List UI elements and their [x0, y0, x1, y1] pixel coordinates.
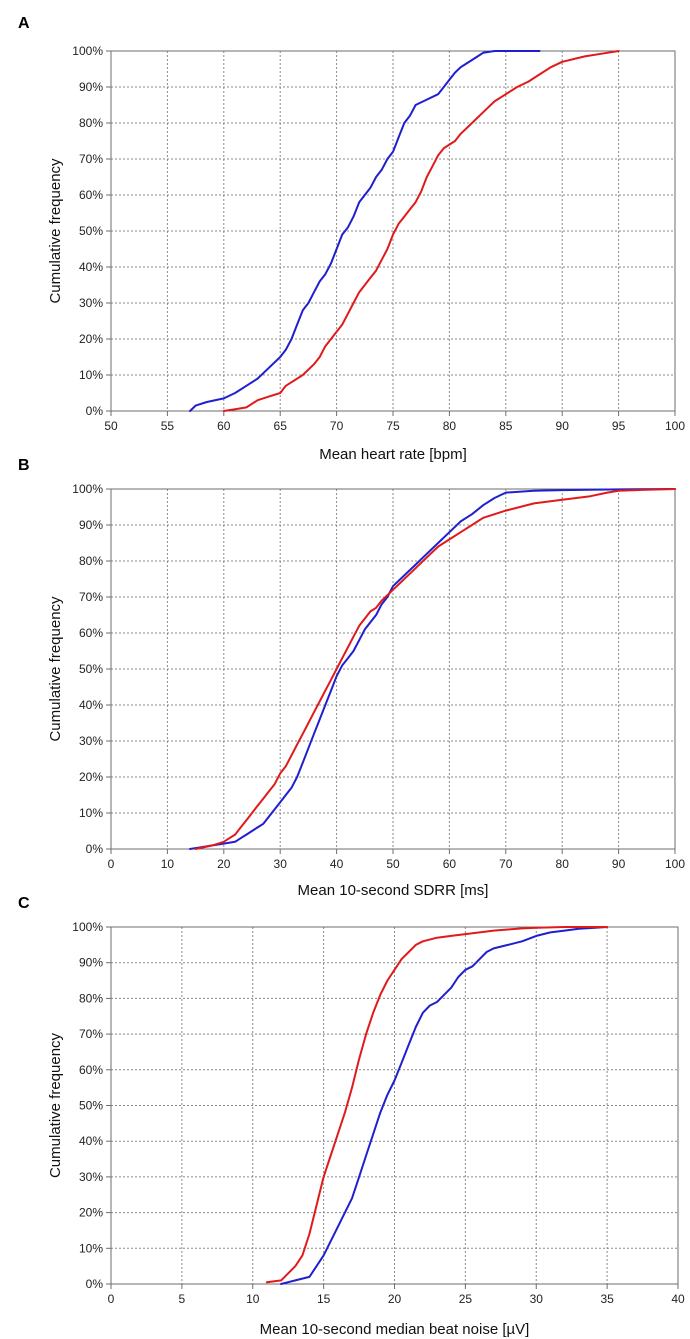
- y-axis-label: Cumulative frequency: [47, 158, 64, 304]
- y-tick-label: 10%: [79, 1241, 103, 1255]
- chart-panel-b: B 0 10 20 30 40 50 60 70 80 90 100 0% 10% 20% 30% 40% 50%…: [18, 457, 685, 899]
- y-tick-label: 60%: [79, 1063, 103, 1077]
- series-line-red: [265, 926, 609, 1284]
- y-tick-label: 50%: [79, 662, 103, 676]
- y-tick-label: 70%: [79, 152, 103, 166]
- x-tick-label: 55: [161, 419, 175, 433]
- series-line-blue: [189, 488, 676, 850]
- series-line-blue: [189, 50, 541, 412]
- x-tick-label: 90: [556, 419, 570, 433]
- x-tick-label: 15: [317, 1292, 331, 1306]
- y-tick-label: 100%: [72, 44, 103, 58]
- y-tick-label: 10%: [79, 368, 103, 382]
- y-tick-label: 30%: [79, 296, 103, 310]
- x-tick-label: 70: [330, 419, 344, 433]
- y-tick-label: 0%: [86, 842, 104, 856]
- y-tick-label: 90%: [79, 956, 103, 970]
- panel-letter: A: [18, 15, 30, 32]
- y-tick-label: 50%: [79, 1099, 103, 1113]
- x-tick-label: 40: [330, 857, 344, 871]
- y-tick-label: 50%: [79, 224, 103, 238]
- x-tick-label: 85: [499, 419, 513, 433]
- x-tick-label: 95: [612, 419, 626, 433]
- x-tick-label: 65: [274, 419, 288, 433]
- y-axis-label: Cumulative frequency: [47, 1032, 64, 1178]
- y-tick-label: 40%: [79, 1134, 103, 1148]
- y-tick-label: 70%: [79, 590, 103, 604]
- y-tick-label: 80%: [79, 991, 103, 1005]
- x-axis-label: Mean 10-second SDRR [ms]: [298, 882, 489, 899]
- y-tick-label: 20%: [79, 332, 103, 346]
- y-tick-label: 60%: [79, 188, 103, 202]
- x-tick-label: 10: [161, 857, 175, 871]
- x-tick-label: 10: [246, 1292, 260, 1306]
- x-axis-label: Mean heart rate [bpm]: [319, 446, 467, 463]
- x-tick-label: 80: [556, 857, 570, 871]
- x-tick-label: 90: [612, 857, 626, 871]
- chart-panel-c: C 0 5 10 15 20 25 30 35 40 0% 10% 20% 30% 40% 50% 60% 70%…: [18, 895, 685, 1338]
- x-tick-label: 50: [104, 419, 118, 433]
- x-tick-label: 100: [665, 419, 685, 433]
- x-tick-label: 60: [443, 857, 457, 871]
- y-tick-label: 70%: [79, 1027, 103, 1041]
- y-tick-label: 100%: [72, 920, 103, 934]
- x-tick-label: 0: [108, 1292, 115, 1306]
- x-tick-label: 0: [108, 857, 115, 871]
- y-tick-label: 60%: [79, 626, 103, 640]
- panel-letter: C: [18, 895, 30, 912]
- y-tick-label: 40%: [79, 260, 103, 274]
- y-tick-label: 10%: [79, 806, 103, 820]
- y-tick-label: 20%: [79, 1206, 103, 1220]
- series-line-red: [194, 488, 676, 850]
- y-tick-label: 30%: [79, 1170, 103, 1184]
- y-tick-label: 90%: [79, 80, 103, 94]
- x-tick-label: 60: [217, 419, 231, 433]
- y-tick-label: 90%: [79, 518, 103, 532]
- x-tick-label: 35: [600, 1292, 614, 1306]
- chart-panel-a: A 50 55 60 65 70 75 80 85 90 95 100 0% 10% 20% 30% 40% 50…: [18, 15, 685, 463]
- y-tick-label: 80%: [79, 116, 103, 130]
- x-axis-label: Mean 10-second median beat noise [µV]: [260, 1321, 530, 1338]
- y-tick-label: 30%: [79, 734, 103, 748]
- y-axis-label: Cumulative frequency: [47, 596, 64, 742]
- x-tick-label: 50: [386, 857, 400, 871]
- x-tick-label: 40: [671, 1292, 685, 1306]
- y-tick-label: 20%: [79, 770, 103, 784]
- y-tick-label: 0%: [86, 404, 104, 418]
- y-tick-label: 40%: [79, 698, 103, 712]
- x-tick-label: 70: [499, 857, 513, 871]
- x-tick-label: 20: [388, 1292, 402, 1306]
- y-tick-label: 100%: [72, 482, 103, 496]
- y-tick-label: 0%: [86, 1277, 104, 1291]
- x-tick-label: 80: [443, 419, 457, 433]
- y-tick-label: 80%: [79, 554, 103, 568]
- x-tick-label: 30: [274, 857, 288, 871]
- x-tick-label: 5: [179, 1292, 186, 1306]
- x-tick-label: 30: [530, 1292, 544, 1306]
- x-tick-label: 20: [217, 857, 231, 871]
- panel-letter: B: [18, 457, 30, 474]
- series-line-red: [222, 50, 620, 412]
- x-tick-label: 100: [665, 857, 685, 871]
- series-line-blue: [280, 926, 609, 1285]
- x-tick-label: 25: [459, 1292, 473, 1306]
- x-tick-label: 75: [386, 419, 400, 433]
